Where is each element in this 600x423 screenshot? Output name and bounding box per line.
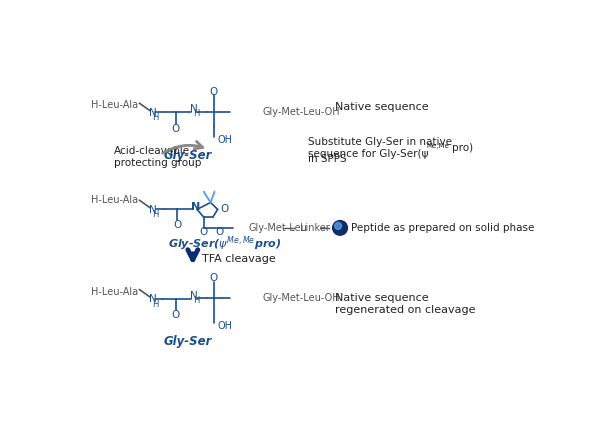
Text: O: O bbox=[209, 87, 218, 96]
Text: Gly-Met-Leu: Gly-Met-Leu bbox=[248, 223, 307, 233]
Text: Native sequence
regenerated on cleavage: Native sequence regenerated on cleavage bbox=[335, 293, 475, 315]
Text: N: N bbox=[190, 291, 197, 301]
Text: N: N bbox=[149, 108, 157, 118]
Circle shape bbox=[332, 220, 347, 235]
Circle shape bbox=[335, 222, 341, 229]
Text: Acid-cleavable
protecting group: Acid-cleavable protecting group bbox=[114, 146, 201, 168]
Text: H-Leu-Ala: H-Leu-Ala bbox=[91, 287, 139, 297]
Text: OH: OH bbox=[218, 321, 233, 331]
Text: N: N bbox=[190, 104, 197, 114]
Text: O: O bbox=[173, 220, 181, 230]
Text: Linker: Linker bbox=[300, 223, 329, 233]
Text: Peptide as prepared on solid phase: Peptide as prepared on solid phase bbox=[351, 223, 534, 233]
Text: Gly-Met-Leu-OH: Gly-Met-Leu-OH bbox=[263, 293, 340, 303]
Text: H: H bbox=[152, 299, 159, 309]
Text: O: O bbox=[221, 204, 229, 214]
Text: O: O bbox=[215, 228, 223, 237]
Text: O: O bbox=[172, 310, 180, 320]
Text: N: N bbox=[149, 205, 157, 215]
Text: H: H bbox=[152, 210, 159, 219]
Text: N: N bbox=[191, 202, 200, 212]
Text: OH: OH bbox=[218, 135, 233, 145]
Text: Gly-Ser: Gly-Ser bbox=[163, 335, 212, 348]
Text: pro): pro) bbox=[452, 143, 473, 153]
Text: Native sequence: Native sequence bbox=[335, 102, 428, 112]
Text: in SPPS: in SPPS bbox=[308, 154, 346, 164]
Text: Me,Me: Me,Me bbox=[427, 143, 449, 149]
Text: O: O bbox=[200, 228, 208, 237]
Text: TFA cleavage: TFA cleavage bbox=[202, 254, 276, 264]
Text: H: H bbox=[193, 110, 200, 118]
Text: Gly-Ser: Gly-Ser bbox=[163, 149, 212, 162]
Text: H: H bbox=[152, 113, 159, 122]
Text: O: O bbox=[209, 273, 218, 283]
Text: H-Leu-Ala: H-Leu-Ala bbox=[91, 195, 139, 205]
Text: Substitute Gly-Ser in native
sequence for Gly-Ser(ψ: Substitute Gly-Ser in native sequence fo… bbox=[308, 137, 452, 159]
Text: Gly-Met-Leu-OH: Gly-Met-Leu-OH bbox=[263, 107, 340, 117]
Text: H: H bbox=[193, 296, 200, 305]
Text: N: N bbox=[149, 294, 157, 305]
Text: Gly-Ser($\psi^{Me,Me}$pro): Gly-Ser($\psi^{Me,Me}$pro) bbox=[168, 234, 281, 253]
Text: H-Leu-Ala: H-Leu-Ala bbox=[91, 100, 139, 110]
Text: O: O bbox=[172, 124, 180, 134]
